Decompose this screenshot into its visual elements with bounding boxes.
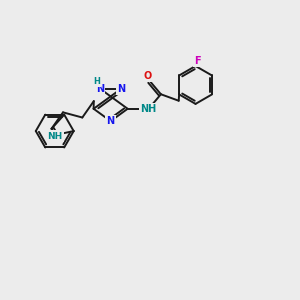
Text: N: N	[106, 116, 115, 126]
Text: F: F	[194, 56, 201, 66]
Text: O: O	[144, 71, 152, 81]
Text: N: N	[117, 84, 125, 94]
Text: N: N	[96, 84, 104, 94]
Text: NH: NH	[47, 131, 63, 140]
Text: H: H	[94, 77, 100, 86]
Text: NH: NH	[141, 104, 157, 114]
